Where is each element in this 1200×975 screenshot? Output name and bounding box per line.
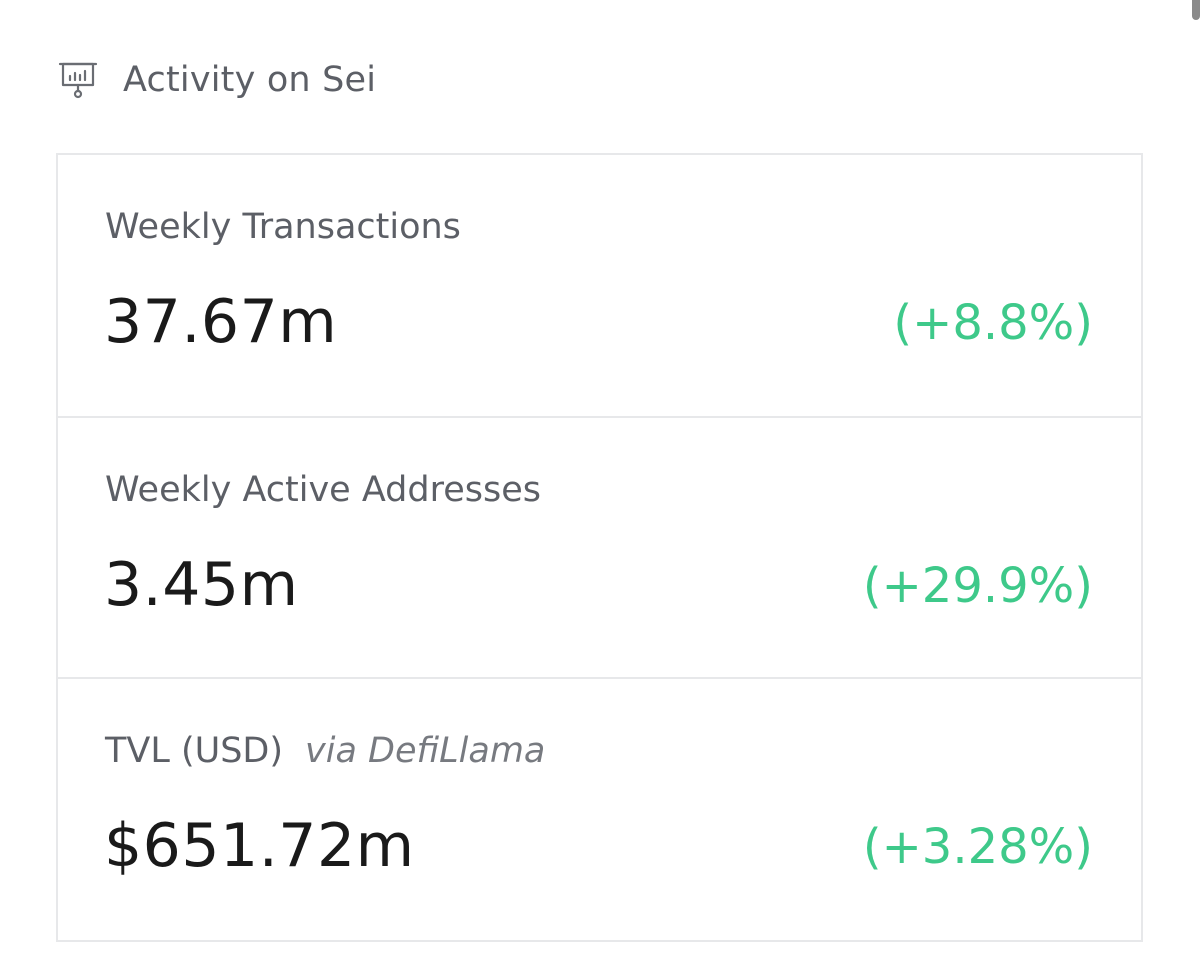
stat-label-text: Weekly Transactions xyxy=(105,207,461,247)
stat-row-weekly-transactions: Weekly Transactions 37.67m (+8.8%) xyxy=(58,155,1141,416)
stat-change: (+29.9%) xyxy=(862,558,1093,614)
presentation-chart-icon xyxy=(58,60,98,100)
stat-source: via DefiLlama xyxy=(305,731,546,771)
scrollbar-thumb[interactable] xyxy=(1192,0,1200,20)
stat-change: (+8.8%) xyxy=(893,295,1093,351)
stat-label: TVL (USD) via DefiLlama xyxy=(105,731,545,771)
section-title: Activity on Sei xyxy=(123,60,377,100)
stat-change: (+3.28%) xyxy=(862,819,1093,875)
stat-label: Weekly Active Addresses xyxy=(105,470,541,510)
stat-label: Weekly Transactions xyxy=(105,207,461,247)
stat-value: 37.67m xyxy=(104,287,338,357)
stat-row-weekly-active-addresses: Weekly Active Addresses 3.45m (+29.9%) xyxy=(58,416,1141,677)
stat-value: $651.72m xyxy=(104,811,415,881)
section-header: Activity on Sei xyxy=(58,56,376,104)
stat-value: 3.45m xyxy=(104,550,299,620)
stat-row-tvl: TVL (USD) via DefiLlama $651.72m (+3.28%) xyxy=(58,677,1141,938)
stat-label-text: Weekly Active Addresses xyxy=(105,470,541,510)
stats-card: Weekly Transactions 37.67m (+8.8%) Weekl… xyxy=(56,153,1143,942)
stat-label-text: TVL (USD) xyxy=(105,731,284,771)
